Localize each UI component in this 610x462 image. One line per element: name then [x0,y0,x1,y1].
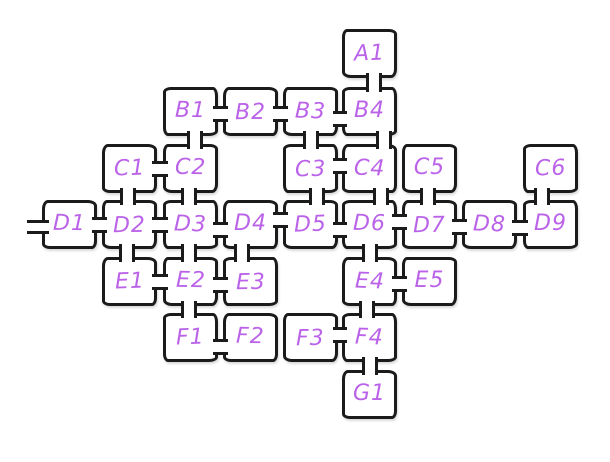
door-d2-d3 [152,217,168,233]
door-f3-f4 [333,327,347,343]
room-d1: D1 [42,200,97,249]
room-label-d1: D1 [52,210,87,236]
door-c3-c4 [333,158,347,174]
room-e1: E1 [102,257,157,306]
room-label-d4: D4 [234,210,267,236]
room-label-e4: E4 [354,267,385,295]
room-f2: F2 [223,313,278,362]
room-label-e2: E2 [175,267,206,293]
door-b1-c2 [187,131,203,149]
door-d6-e4 [362,244,378,262]
room-label-f4: F4 [354,324,385,350]
room-f4: F4 [342,313,397,362]
door-b4-c4 [376,131,392,149]
room-label-c5: C5 [413,154,446,180]
room-label-b4: B4 [353,97,386,123]
door-e2-f1 [181,301,197,318]
door-d4-e3 [234,244,250,262]
door-b3-c3 [303,131,319,149]
room-d2: D2 [102,200,157,249]
room-label-c4: C4 [353,154,386,182]
room-label-f3: F3 [295,325,326,351]
room-c4: C4 [342,144,397,193]
room-f1: F1 [163,313,218,362]
door-d3-d4 [213,222,228,238]
room-f3: F3 [283,313,338,362]
room-d5: D5 [283,200,338,249]
room-label-e3: E3 [235,269,266,295]
door-c1-d2 [120,188,136,205]
door-e4-e5 [392,276,407,292]
door-d6-d7 [392,214,407,230]
room-label-d2: D2 [112,212,147,238]
room-label-b1: B1 [174,97,207,123]
door-b2-b3 [273,106,288,122]
door-c3-d5 [309,188,325,205]
door-a1-b4 [366,73,382,92]
door-c5-d7 [420,188,436,205]
door-d7-d8 [452,219,467,235]
room-e5: E5 [402,257,457,306]
room-label-b2: B2 [234,99,267,125]
door-c1-c2 [152,161,168,177]
room-d7: D7 [402,200,457,249]
room-e3: E3 [223,257,278,306]
entrance-passage [27,220,49,234]
door-c2-d3 [181,188,197,205]
door-e4-f4 [359,301,375,318]
room-label-g1: G1 [352,380,387,406]
room-label-b3: B3 [294,97,327,125]
room-d9: D9 [523,200,578,249]
room-label-d8: D8 [472,210,507,238]
room-e4: E4 [342,257,397,306]
door-f4-g1 [362,357,378,375]
room-label-d7: D7 [412,212,447,238]
room-d4: D4 [223,200,278,249]
room-label-d5: D5 [293,210,328,238]
room-label-f1: F1 [175,324,206,350]
room-c2: C2 [163,144,218,193]
room-d3: D3 [163,200,218,249]
door-e2-e3 [213,277,228,293]
door-b3-b4 [333,111,347,127]
room-c5: C5 [402,144,457,193]
door-e1-e2 [152,274,168,290]
room-label-f2: F2 [235,323,266,349]
room-c3: C3 [283,144,338,193]
room-e2: E2 [163,257,218,306]
door-f1-f2 [213,339,228,355]
room-label-c3: C3 [294,156,327,182]
room-d6: D6 [342,200,397,249]
room-label-d9: D9 [534,210,567,236]
room-label-e1: E1 [114,267,145,295]
door-d5-d6 [333,222,347,238]
door-d8-d9 [512,220,528,236]
door-c6-d9 [534,188,550,205]
room-d8: D8 [462,200,517,249]
door-d4-d5 [273,212,288,228]
door-d3-e2 [181,244,197,262]
room-b4: B4 [342,87,397,136]
door-c4-d6 [373,188,389,205]
room-c6: C6 [523,144,578,193]
door-b1-b2 [213,106,228,122]
room-a1: A1 [342,29,397,78]
room-label-d3: D3 [173,210,208,238]
room-label-e5: E5 [414,267,445,293]
room-label-c2: C2 [174,154,207,180]
room-label-a1: A1 [353,39,386,67]
door-d1-d2 [92,217,107,233]
room-c1: C1 [102,144,157,193]
room-g1: G1 [342,370,397,419]
room-b3: B3 [283,87,338,136]
room-b2: B2 [223,87,278,136]
room-b1: B1 [163,87,218,136]
room-label-c6: C6 [534,154,567,182]
room-label-c1: C1 [113,154,146,182]
room-label-d6: D6 [352,210,387,236]
door-d2-e1 [119,244,135,262]
